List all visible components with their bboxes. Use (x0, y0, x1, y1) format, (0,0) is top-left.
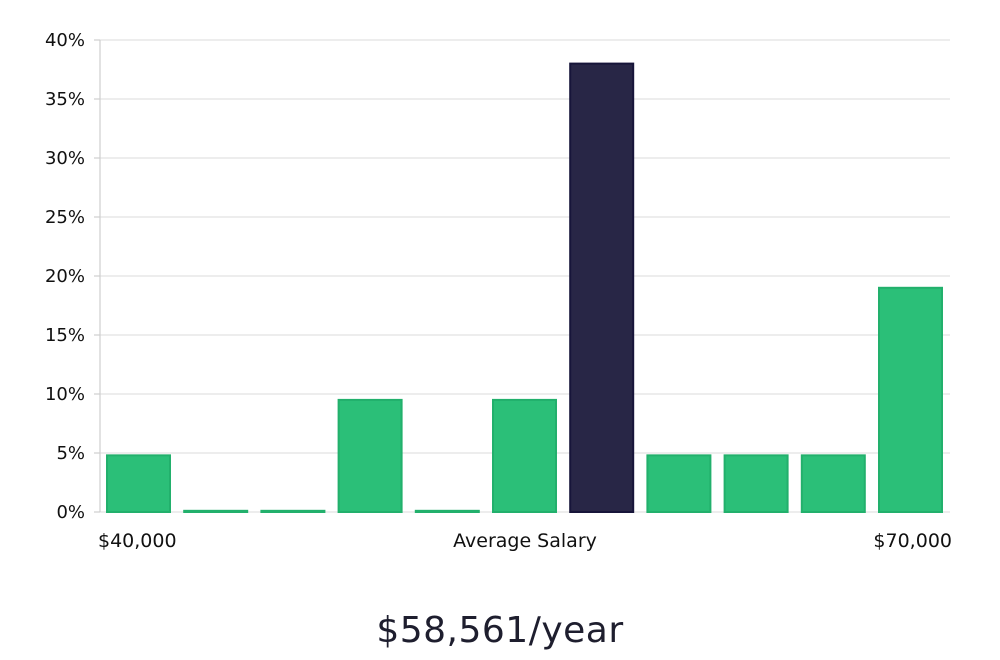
bar (260, 509, 326, 514)
x-label-max: $70,000 (873, 530, 952, 552)
y-tick-label: 0% (56, 502, 85, 523)
bar (337, 398, 403, 513)
bar-average-salary (569, 62, 635, 513)
salary-distribution-chart: 0% 5% 10% 15% 20% 25% 30% 35% 40% $40,000 Averag… (45, 30, 952, 552)
bar (646, 454, 712, 513)
grid-lines (100, 39, 950, 513)
bar (878, 286, 943, 513)
bar (723, 454, 789, 513)
x-label-center: Average Salary (453, 530, 597, 552)
bar (106, 454, 171, 513)
y-tick-label: 30% (45, 148, 85, 169)
bar (183, 509, 249, 514)
bar (414, 509, 480, 514)
y-axis-ticks: 0% 5% 10% 15% 20% 25% 30% 35% 40% (45, 30, 100, 523)
y-tick-label: 15% (45, 325, 85, 346)
y-tick-label: 35% (45, 89, 85, 110)
y-tick-label: 40% (45, 30, 85, 51)
y-tick-label: 20% (45, 266, 85, 287)
bars (106, 62, 943, 514)
y-tick-label: 5% (56, 443, 85, 464)
x-label-min: $40,000 (98, 530, 177, 552)
y-tick-label: 10% (45, 384, 85, 405)
bar (800, 454, 866, 513)
y-tick-label: 25% (45, 207, 85, 228)
bar (492, 398, 557, 513)
average-salary-value: $58,561/year (376, 610, 624, 651)
